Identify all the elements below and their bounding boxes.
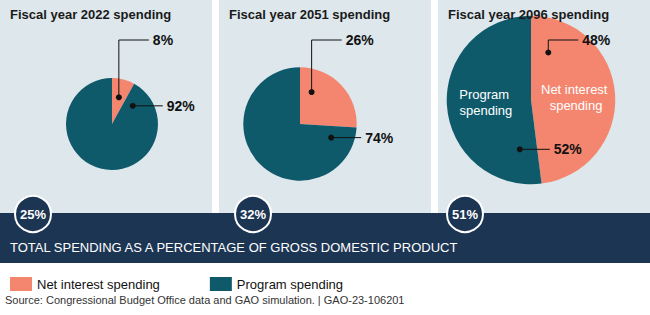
svg-text:48%: 48% xyxy=(582,32,611,48)
svg-text:Fiscal year 2051 spending: Fiscal year 2051 spending xyxy=(229,7,390,22)
svg-text:Net interest: Net interest xyxy=(541,82,611,97)
svg-text:8%: 8% xyxy=(153,32,174,48)
svg-text:Fiscal year 2096 spending: Fiscal year 2096 spending xyxy=(448,7,609,22)
svg-text:Source: Congressional Budget O: Source: Congressional Budget Office data… xyxy=(5,294,405,306)
svg-text:74%: 74% xyxy=(365,130,394,146)
svg-text:Net interest spending: Net interest spending xyxy=(37,277,160,292)
svg-text:26%: 26% xyxy=(346,32,375,48)
svg-text:TOTAL SPENDING AS A PERCENTAGE: TOTAL SPENDING AS A PERCENTAGE OF GROSS … xyxy=(10,240,457,255)
svg-text:Fiscal year 2022 spending: Fiscal year 2022 spending xyxy=(10,7,171,22)
svg-text:25%: 25% xyxy=(20,207,46,222)
svg-text:52%: 52% xyxy=(554,141,583,157)
svg-text:51%: 51% xyxy=(452,207,478,222)
svg-text:spending: spending xyxy=(550,98,603,113)
svg-text:32%: 32% xyxy=(240,207,266,222)
svg-text:spending: spending xyxy=(460,103,513,118)
svg-text:Program spending: Program spending xyxy=(237,277,343,292)
svg-text:92%: 92% xyxy=(167,98,196,114)
svg-text:Program: Program xyxy=(459,87,512,102)
